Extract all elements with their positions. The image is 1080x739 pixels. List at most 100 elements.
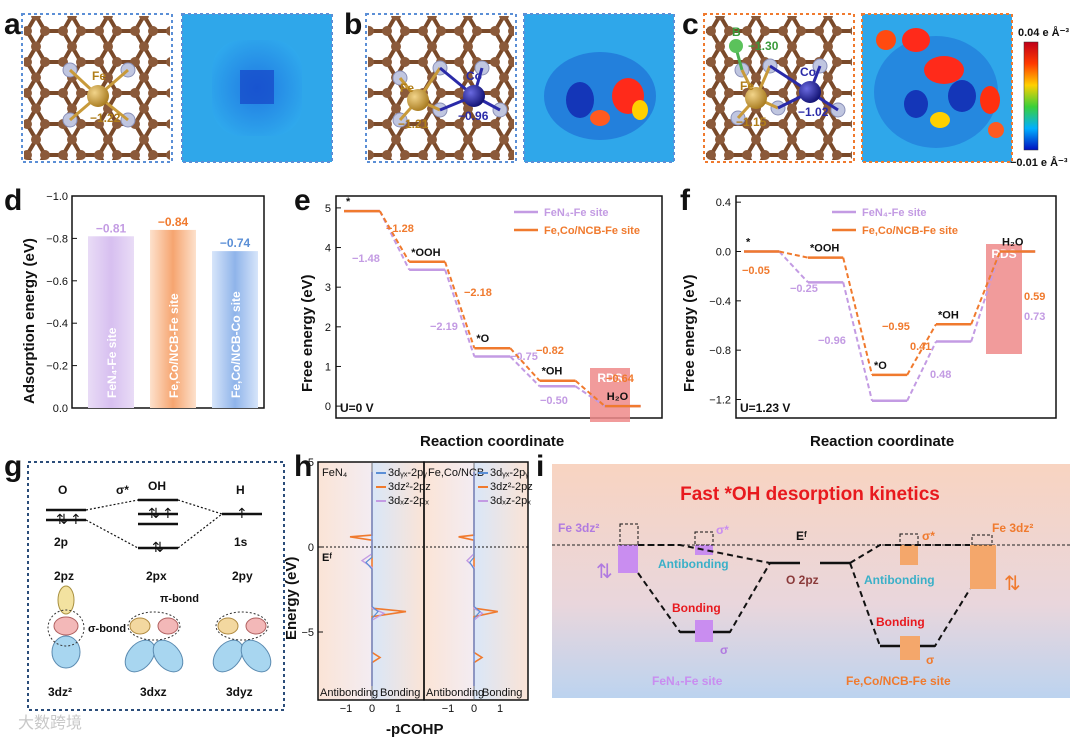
- trans-chart-e-1-0: [378, 210, 411, 263]
- fe-label-c: Fe: [740, 79, 754, 93]
- svg-text:⇅: ⇅: [56, 512, 68, 528]
- trans-chart-f-1-0: [778, 250, 809, 259]
- i-left-sigma: σ: [720, 643, 728, 657]
- bar-d-0: [88, 236, 134, 408]
- panel-label-c: c: [682, 8, 699, 41]
- energy-chart-f: Free energy (eV) Reaction coordinate U=1…: [681, 195, 1057, 450]
- ylabel-e: Free energy (eV): [299, 274, 316, 392]
- legend-h: 3dz²-2pz: [388, 481, 431, 493]
- i-right-sigma-star: σ*: [922, 529, 935, 543]
- xtick-h: −1: [442, 703, 455, 715]
- g-sigma-bond: σ-bond: [88, 623, 126, 635]
- trans-chart-e-0-3: [574, 385, 606, 407]
- bar-value-d-0: −0.81: [96, 221, 127, 235]
- tick-label-d: −0.8: [46, 233, 68, 245]
- panel-label-e: e: [294, 184, 311, 217]
- tick-label-chart-f: 0.4: [716, 197, 731, 209]
- i-left-sigma-star: σ*: [716, 523, 729, 537]
- g-orb-2px: 2px: [146, 569, 167, 583]
- g-h-label: H: [236, 483, 245, 497]
- legend-h: 3dᵧₓ-2pᵧ: [388, 467, 427, 479]
- xlabel-f: Reaction coordinate: [810, 433, 954, 450]
- state-chart-e-2: *O: [476, 333, 489, 345]
- g-pi-bond: π-bond: [160, 593, 199, 605]
- b-charge-c: −1.30: [748, 39, 779, 53]
- tick-label-chart-e: 3: [325, 282, 331, 294]
- step-label-chart-f-0-0: −0.25: [790, 283, 818, 295]
- tick-label-chart-f: −1.2: [709, 395, 731, 407]
- fe-label-a: Fe: [92, 69, 106, 83]
- co-label-b: Co: [466, 69, 482, 83]
- tick-label-h: 0: [308, 542, 314, 554]
- tick-label-chart-f: −0.4: [709, 296, 731, 308]
- i-left-bonding: Bonding: [672, 601, 721, 615]
- cohp-3dyz-h-0: [365, 472, 379, 686]
- fe-atom-b: [407, 89, 429, 111]
- i-left-fe: Fe 3dz²: [558, 521, 599, 535]
- xtick-h: 0: [471, 703, 477, 715]
- trans-chart-e-1-2: [509, 347, 541, 382]
- charge-map-b: [523, 13, 675, 163]
- colorbar-min: −0.01 e Å⁻³: [1010, 156, 1068, 169]
- bar-value-d-1: −0.84: [158, 215, 189, 229]
- svg-text:↑: ↑: [162, 506, 174, 522]
- g-orb-2pz: 2pz: [54, 569, 74, 583]
- g-d-3dxz: 3dxz: [140, 685, 167, 699]
- b-atom-c: [729, 39, 743, 53]
- state-chart-e-4: H₂O: [607, 391, 629, 403]
- bar-d-2: [212, 251, 258, 408]
- state-chart-e-0: *: [346, 196, 351, 208]
- mo-diagram-g: O OH H σ* ⇅ ↑ ⇅ ↑⇅↑ 2p 1s 2pz 2px 2py π-bo…: [27, 461, 285, 711]
- bar-category-d-2: Fe,Co/NCB-Co site: [229, 291, 243, 398]
- state-chart-f-1: *OOH: [810, 243, 839, 255]
- step-label-chart-f-0-1: −0.96: [818, 335, 846, 347]
- rds-box-chart-f: [986, 244, 1022, 354]
- trans-chart-f-1-1: [842, 257, 873, 376]
- tick-label-d: 0.0: [53, 403, 68, 415]
- state-chart-e-1: *OOH: [411, 247, 440, 259]
- bar-category-d-0: FeN₄-Fe site: [105, 327, 119, 398]
- g-o-label: O: [58, 483, 67, 497]
- cohp-chart-h: Energy (eV) -pCOHP 5 0 −5 Eᶠ −1 0 1 FeN₄ 3dᵧₓ-2p…: [283, 457, 533, 738]
- g-o-orb: 2p: [54, 535, 68, 549]
- trans-chart-f-0-1: [842, 282, 873, 401]
- svg-text:⇅: ⇅: [148, 506, 160, 522]
- tick-label-h: −5: [301, 627, 314, 639]
- trans-chart-f-1-2: [906, 323, 937, 376]
- region-anti-h: Antibonding: [320, 687, 378, 699]
- i-right-bonding: Bonding: [876, 615, 925, 629]
- co-charge-c: −1.02: [798, 105, 829, 119]
- bar-d-1: [150, 229, 196, 408]
- cohp-3dyz-h-1: [469, 472, 481, 686]
- bar-category-d-1: Fe,Co/NCB-Fe site: [167, 293, 181, 398]
- svg-text:↑: ↑: [70, 512, 82, 528]
- energy-chart-e: Free energy (eV) Reaction coordinate U=0…: [299, 195, 663, 450]
- tick-label-chart-e: 0: [325, 401, 331, 413]
- i-o2pz: O 2pz: [786, 573, 819, 587]
- b-label-c: B: [732, 25, 741, 39]
- fe-atom-c: [745, 87, 767, 109]
- step-label-chart-e-1-0: −1.28: [386, 223, 414, 235]
- i-right-site: Fe,Co/NCB-Fe site: [846, 674, 951, 688]
- legend-chart-f-1: Fe,Co/NCB-Fe site: [862, 225, 958, 237]
- i-ef: Eᶠ: [796, 529, 807, 543]
- step-label-chart-f-1-0: −0.05: [742, 265, 770, 277]
- i-right-antibonding: Antibonding: [864, 573, 935, 587]
- fe-label-b: Fe: [400, 81, 414, 95]
- xtick-h: −1: [340, 703, 353, 715]
- legend-h: 3dₓz-2pₓ: [490, 495, 531, 507]
- structure-b: Fe −1.21 Co −0.96: [365, 13, 517, 163]
- panel-label-a: a: [4, 8, 21, 41]
- xtick-h: 0: [369, 703, 375, 715]
- step-label-chart-e-1-1: −2.18: [464, 287, 492, 299]
- region-bond-h: Bonding: [482, 687, 522, 699]
- band-diagram-i: Fast *OH desorption kinetics Fe 3dz² Fe …: [552, 464, 1070, 698]
- condition-f: U=1.23 V: [740, 401, 790, 415]
- svg-text:⇅: ⇅: [1004, 571, 1021, 595]
- trans-chart-e-0-1: [444, 269, 476, 357]
- legend-h: 3dₓz-2pₓ: [388, 495, 429, 507]
- d-orbital-shapes: [47, 585, 272, 673]
- trans-chart-e-1-3: [574, 379, 606, 407]
- ylabel-f: Free energy (eV): [681, 274, 698, 392]
